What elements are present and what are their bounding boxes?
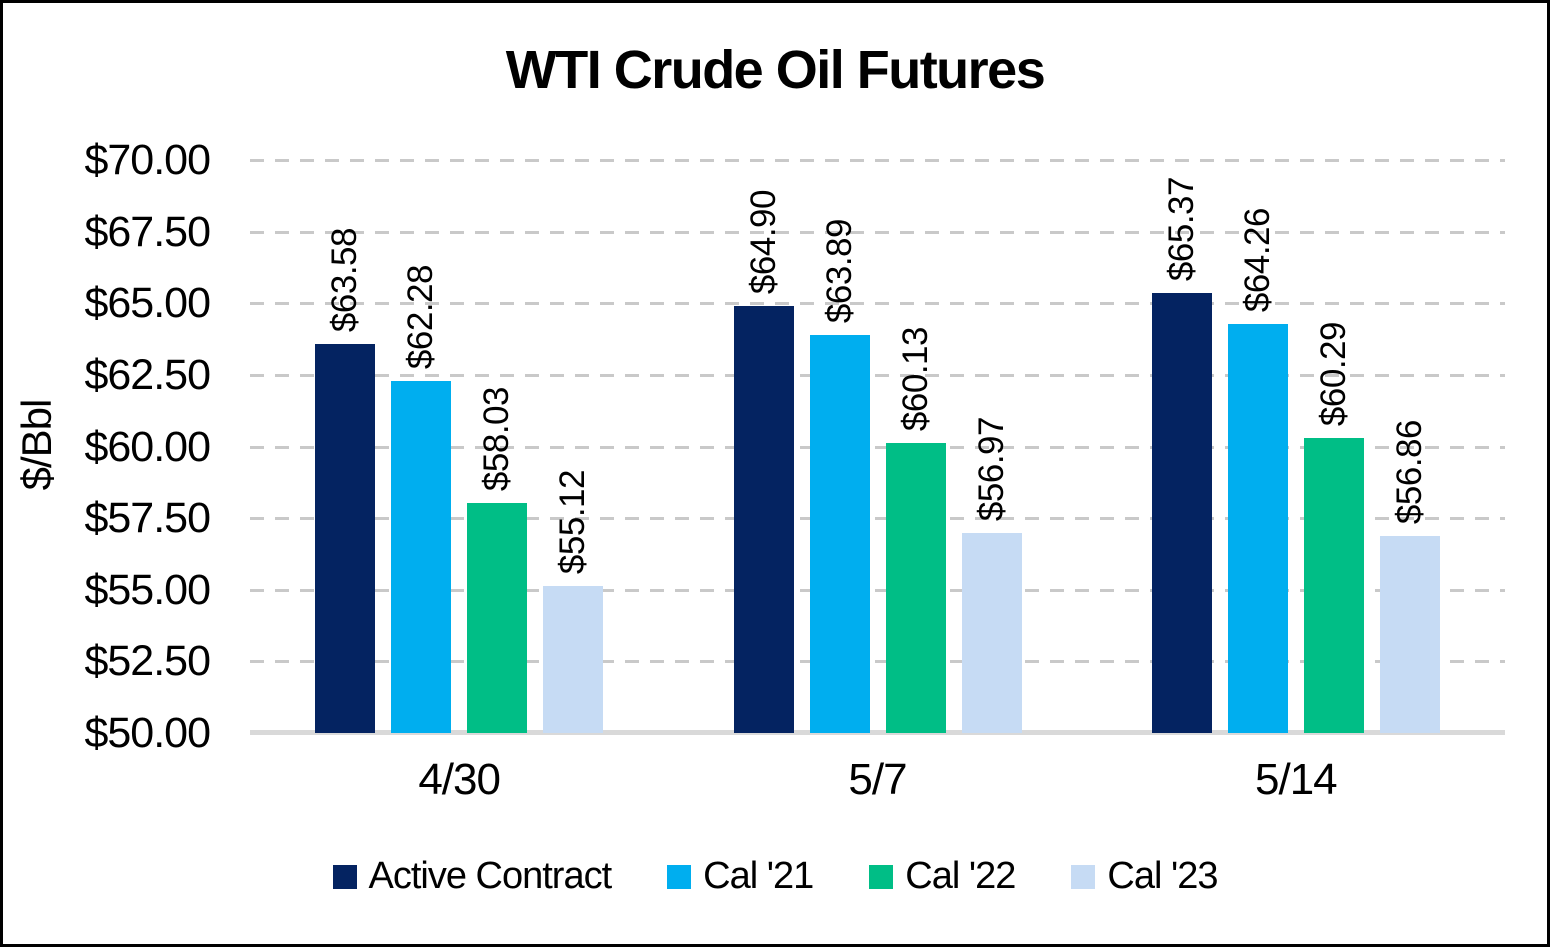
bar-cal-23-5-14: $56.86: [1379, 420, 1440, 733]
y-tick-label: $55.00: [84, 565, 211, 614]
bar-data-label: $55.12: [553, 470, 593, 575]
legend-label: Active Contract: [368, 855, 613, 897]
bar-active-contract-4-30: $63.58: [315, 228, 376, 733]
y-tick-label: $50.00: [84, 709, 211, 757]
legend-marker-icon: [1071, 864, 1096, 889]
legend: Active Contract Cal '21 Cal '22 Cal '23: [3, 855, 1547, 898]
y-tick-label: $70.00: [84, 136, 211, 184]
chart-title: WTI Crude Oil Futures: [505, 40, 1046, 100]
y-tick-label: $57.50: [84, 494, 211, 543]
y-tick-label: $62.50: [84, 350, 211, 399]
y-tick-label: $52.50: [84, 637, 211, 686]
y-tick-label: $67.50: [84, 207, 211, 256]
bar-data-label: $62.28: [401, 265, 441, 370]
bar-cal-23-5-7: $56.97: [961, 417, 1022, 733]
legend-label: Cal '23: [1107, 855, 1218, 897]
bar-data-label: $56.86: [1389, 420, 1429, 525]
gridline: [250, 445, 1505, 449]
bar-data-label: $63.58: [325, 227, 365, 332]
bar-data-label: $60.29: [1313, 322, 1353, 427]
gridline: [250, 517, 1505, 521]
gridline: [250, 588, 1505, 592]
gridline: [250, 660, 1505, 664]
bar-cal-21-4-30: $62.28: [391, 265, 452, 733]
x-tick-label: 5/7: [848, 755, 907, 804]
legend-item-active-contract: Active Contract: [332, 855, 613, 898]
bar-cal-22-4-30: $58.03: [467, 387, 528, 733]
x-tick-label: 5/14: [1255, 755, 1338, 804]
bar-data-label: $64.90: [743, 190, 783, 295]
gridline: [250, 230, 1505, 234]
bar-data-label: $56.97: [971, 417, 1011, 522]
legend-marker-icon: [667, 864, 692, 889]
y-tick-label: $65.00: [84, 279, 211, 328]
legend-marker-icon: [332, 864, 357, 889]
legend-item-cal-23: Cal '23: [1071, 855, 1218, 898]
bar-data-label: $58.03: [477, 386, 517, 491]
legend-item-cal-22: Cal '22: [869, 855, 1016, 898]
bar-active-contract-5-14: $65.37: [1151, 177, 1212, 733]
bar-data-label: $64.26: [1237, 208, 1277, 313]
legend-label: Cal '22: [905, 855, 1016, 897]
x-tick-label: 4/30: [418, 755, 501, 804]
gridline: [250, 373, 1505, 377]
x-axis-baseline: [250, 730, 1505, 735]
bar-cal-22-5-7: $60.13: [885, 327, 946, 733]
bar-cal-21-5-7: $63.89: [809, 219, 870, 733]
x-axis-labels: 4/30 5/7 5/14: [250, 755, 1505, 815]
y-axis-labels: $70.00 $67.50 $65.00 $62.50 $60.00 $57.50 $55.…: [3, 136, 211, 757]
bar-cal-21-5-14: $64.26: [1227, 208, 1288, 733]
bar-data-label: $60.13: [895, 326, 935, 431]
bar-cal-23-4-30: $55.12: [543, 470, 604, 733]
plot-area: $63.58 $62.28 $58.03 $55.12 $64.90 $63.89 $60.…: [250, 159, 1505, 735]
legend-label: Cal '21: [703, 855, 814, 897]
bar-cal-22-5-14: $60.29: [1303, 322, 1364, 733]
y-tick-label: $60.00: [84, 422, 211, 471]
bar-active-contract-5-7: $64.90: [733, 190, 794, 733]
legend-item-cal-21: Cal '21: [667, 855, 814, 898]
bar-data-label: $65.37: [1161, 176, 1201, 281]
gridline: [250, 159, 1505, 162]
bar-data-label: $63.89: [819, 219, 859, 324]
gridline: [250, 302, 1505, 306]
legend-marker-icon: [869, 864, 894, 889]
